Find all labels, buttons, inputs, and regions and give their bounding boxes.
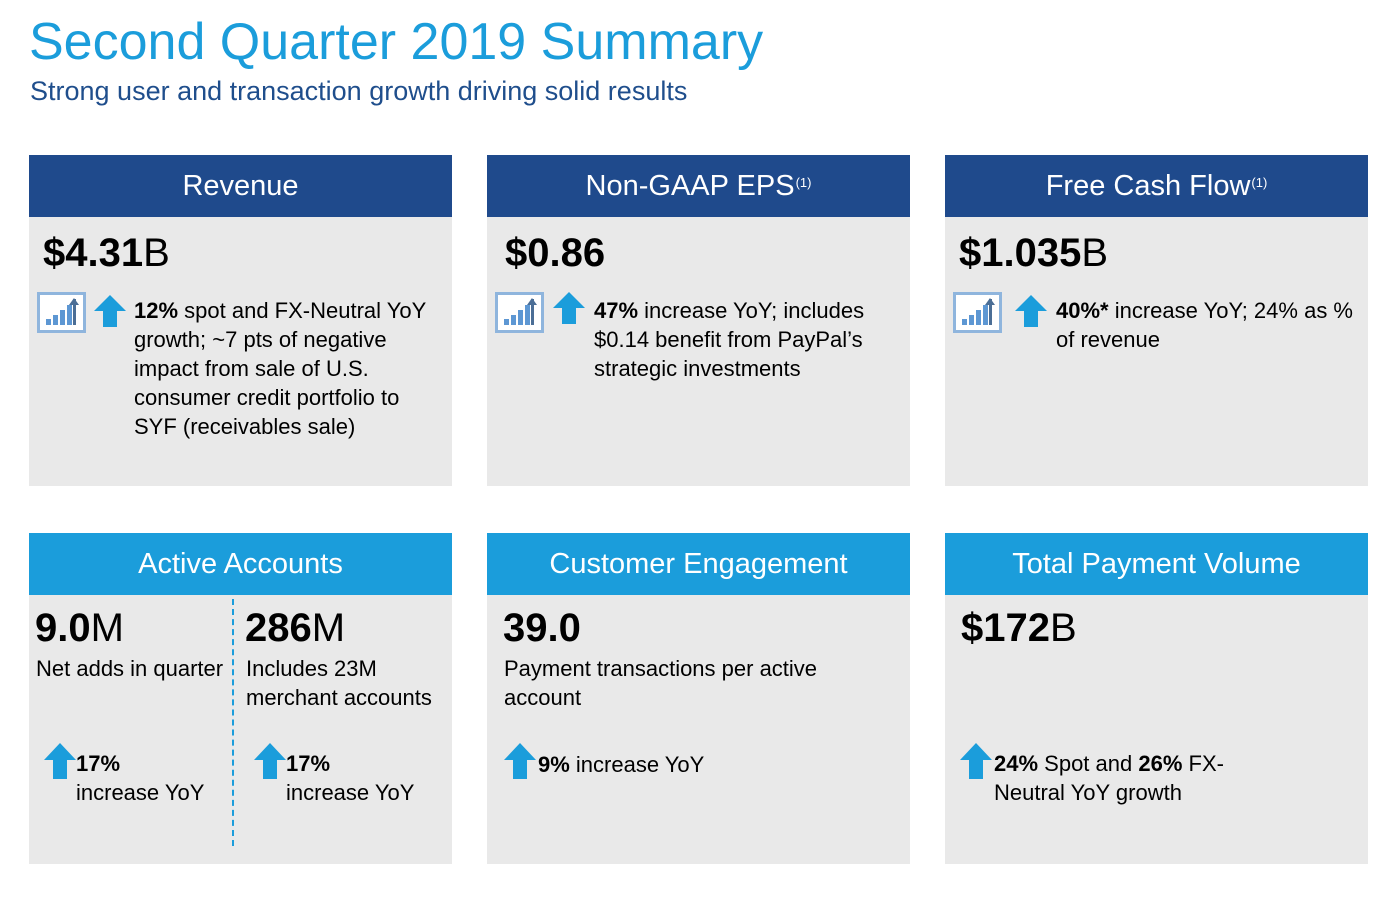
fcf-header-label: Free Cash Flow: [1045, 169, 1251, 202]
total-accounts-growth-text: increase YoY: [286, 780, 415, 805]
tpv-value: $172B: [961, 606, 1077, 651]
total-accounts-growth: 17% increase YoY: [286, 749, 446, 807]
tpv-growth: 24% Spot and 26% FX-Neutral YoY growth: [994, 749, 1284, 807]
customer-engagement-header-label: Customer Engagement: [549, 547, 848, 580]
revenue-header: Revenue: [29, 155, 452, 217]
up-arrow-icon: [94, 295, 126, 327]
tpv-unit: B: [1049, 606, 1077, 650]
revenue-unit: B: [143, 231, 170, 275]
revenue-value: $4.31B: [43, 231, 170, 276]
engagement-value: 39.0: [503, 606, 581, 651]
total-accounts-number: 286: [245, 606, 312, 650]
fcf-amount: $1.035: [959, 231, 1082, 275]
net-adds-value: 9.0M: [35, 606, 124, 651]
tpv-growth-mid: Spot and: [1038, 751, 1139, 776]
tpv-card: Total Payment Volume $172B 24% Spot and …: [945, 533, 1368, 864]
revenue-description: 12% spot and FX-Neutral YoY growth; ~7 p…: [134, 296, 446, 441]
fcf-card: Free Cash Flow (1) $1.035B 40%* increase …: [945, 155, 1368, 486]
up-arrow-icon: [960, 743, 992, 779]
up-arrow-icon: [1015, 295, 1047, 327]
fcf-value: $1.035B: [959, 231, 1108, 276]
tpv-header-label: Total Payment Volume: [1012, 547, 1301, 580]
customer-engagement-card: Customer Engagement 39.0 Payment transac…: [487, 533, 910, 864]
eps-value: $0.86: [505, 231, 605, 276]
net-adds-growth: 17% increase YoY: [76, 749, 236, 807]
total-accounts-value: 286M: [245, 606, 345, 651]
eps-description: 47% increase YoY; includes $0.14 benefit…: [594, 296, 906, 383]
eps-header-label: Non-GAAP EPS: [585, 169, 795, 202]
fcf-growth: 40%*: [1056, 298, 1109, 323]
engagement-label: Payment transactions per active account: [504, 656, 818, 710]
tpv-fx-growth: 26%: [1138, 751, 1183, 776]
engagement-growth-text: increase YoY: [569, 752, 705, 777]
up-arrow-icon: [44, 743, 76, 779]
net-adds-unit: M: [90, 606, 124, 650]
column-divider: [232, 599, 234, 846]
eps-growth: 47%: [594, 298, 639, 323]
up-arrow-icon: [553, 292, 585, 324]
revenue-growth: 12%: [134, 298, 179, 323]
net-adds-growth-value: 17%: [76, 751, 121, 776]
page-title: Second Quarter 2019 Summary: [29, 13, 764, 71]
revenue-card: Revenue $4.31B 12% spot and FX-Neutral Y…: [29, 155, 452, 486]
up-arrow-icon: [254, 743, 286, 779]
fcf-footnote: (1): [1251, 174, 1268, 190]
tpv-growth-end: FX-Neutral YoY growth: [994, 751, 1224, 805]
revenue-detail: spot and FX-Neutral YoY growth; ~7 pts o…: [134, 298, 426, 439]
active-accounts-card: Active Accounts 9.0M Net adds in quarter…: [29, 533, 452, 864]
up-arrow-icon: [504, 743, 536, 779]
eps-amount: $0.86: [505, 231, 606, 275]
engagement-growth: 9% increase YoY: [538, 750, 878, 779]
fcf-unit: B: [1081, 231, 1109, 275]
tpv-spot-growth: 24%: [994, 751, 1039, 776]
page-subtitle: Strong user and transaction growth drivi…: [30, 76, 688, 106]
engagement-growth-value: 9%: [538, 752, 570, 777]
customer-engagement-header: Customer Engagement: [487, 533, 910, 595]
net-adds-label: Net adds in quarter: [36, 656, 224, 681]
net-adds-growth-text: increase YoY: [76, 780, 205, 805]
tpv-amount: $172: [961, 606, 1050, 650]
fcf-header: Free Cash Flow (1): [945, 155, 1368, 217]
growth-chart-icon: [37, 292, 86, 333]
eps-detail: increase YoY; includes $0.14 benefit fro…: [594, 298, 865, 381]
fcf-description: 40%* increase YoY; 24% as % of revenue: [1056, 296, 1356, 354]
engagement-number: 39.0: [503, 606, 581, 650]
active-accounts-header: Active Accounts: [29, 533, 452, 595]
eps-footnote: (1): [795, 174, 812, 190]
eps-header: Non-GAAP EPS (1): [487, 155, 910, 217]
revenue-header-label: Revenue: [182, 169, 299, 202]
revenue-amount: $4.31: [43, 231, 144, 275]
total-accounts-unit: M: [311, 606, 346, 650]
fcf-detail: increase YoY; 24% as % of revenue: [1056, 298, 1353, 352]
total-accounts-label: Includes 23M merchant accounts: [246, 656, 432, 710]
active-accounts-header-label: Active Accounts: [138, 547, 343, 580]
total-accounts-growth-value: 17%: [286, 751, 331, 776]
eps-card: Non-GAAP EPS (1) $0.86 47% increase YoY; …: [487, 155, 910, 486]
growth-chart-icon: [495, 292, 544, 333]
net-adds-number: 9.0: [35, 606, 91, 650]
tpv-header: Total Payment Volume: [945, 533, 1368, 595]
growth-chart-icon: [953, 292, 1002, 333]
